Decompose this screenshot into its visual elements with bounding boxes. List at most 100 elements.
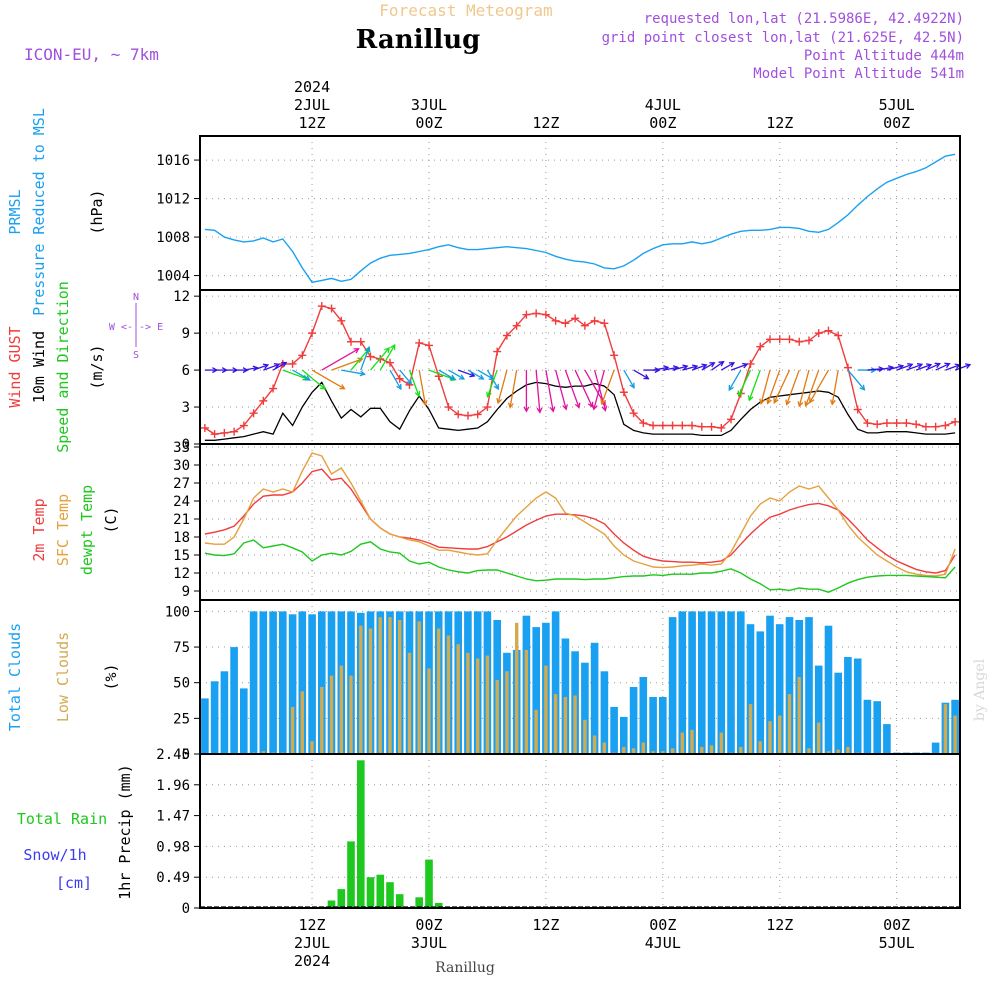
bar-total-clouds [561,638,570,754]
gust-marker [522,310,531,319]
wind-arrow-head [766,398,772,405]
y-tick-label: 0.49 [156,870,190,886]
wind-arrow-head [339,384,346,390]
bar-total-clouds [834,672,842,754]
y-tick-label: 6 [182,363,190,379]
gust-marker [804,336,813,345]
panel-wind: 0 3 6 9 12 Wind GUST 10m Wind Speed and Directi… [6,281,972,453]
y-tick-label: 25 [173,711,190,727]
bar-total-clouds [775,624,784,754]
bar-low-clouds [592,735,597,754]
y-tick-label: 1016 [156,153,190,169]
gust-marker [551,316,560,325]
y-tick-label: 0.98 [156,839,190,855]
bar-low-clouds [310,741,314,754]
wind-arrow [701,362,715,371]
gust-marker [600,319,609,328]
gust-marker [668,421,677,430]
bar-low-clouds [661,751,665,754]
wind-arrow-head [357,357,364,364]
wind-arrow-head [964,363,972,369]
wind-arrow [691,364,707,371]
wind-arrow [408,369,420,397]
compass-rose: NSW <-|-> E [109,292,163,361]
bar-total-clouds [678,611,687,754]
gust-marker [649,421,658,430]
time-label: 12Z [532,916,559,934]
requested-coords: requested lon,lat (21.5986E, 42.4922N) [644,11,964,27]
watermark: by Angel [972,658,988,721]
wind-arrow [760,369,771,404]
gust-marker [337,316,346,325]
wind-arrow-head [629,382,635,389]
wind-arrow-head [421,399,428,407]
gust-marker [824,326,833,335]
bar-total-rain [386,882,394,908]
gust-marker [912,420,921,429]
wind-arrow-head [709,362,716,368]
wind-arrow [535,370,541,413]
ylabel-sfc-temp: SFC Temp [54,494,72,566]
bar-low-clouds [836,749,840,754]
wind-arrow [360,347,370,371]
wind-arrow-head [944,362,951,369]
series-sfc-temp [204,452,956,577]
bar-total-clouds [240,688,248,754]
gust-marker [951,417,960,426]
bar-low-clouds [748,704,753,754]
bar-total-clouds [766,615,774,754]
wind-arrow [730,363,748,371]
bar-low-clouds [515,622,519,754]
wind-arrow [311,369,345,390]
bar-total-clouds [756,631,765,754]
y-tick-label: 1004 [156,269,190,285]
bar-total-clouds [737,611,745,754]
time-label: 00Z [649,114,676,132]
wind-arrow-head [273,363,281,369]
wind-arrow [545,369,554,412]
wind-arrow [486,369,498,397]
bar-total-clouds [785,617,794,754]
bar-low-clouds [709,745,714,754]
panel-precip: 0 0.49 0.98 1.47 1.96 2.45 Total Rain Snow/1h [c… [17,747,961,917]
wind-arrow [662,366,678,371]
wind-arrow-head [587,401,594,409]
wind-arrow-head [643,374,650,380]
wind-arrow-head [562,404,568,411]
unit-label-temperature: (C) [102,506,120,533]
bar-low-clouds [768,721,772,754]
bar-low-clouds [388,617,392,754]
gust-marker [580,321,589,330]
gust-marker [444,403,453,412]
bar-total-rain [357,760,365,908]
gust-marker [220,428,229,437]
wind-arrow [682,365,698,371]
time-label: 2024 [294,952,330,970]
bar-low-clouds [368,628,373,754]
series-prmsl [204,153,956,284]
wind-arrow [370,347,390,371]
wind-arrow [925,363,940,371]
y-tick-label: 1008 [156,230,190,246]
bar-total-clouds [288,614,297,754]
bar-low-clouds [953,715,957,754]
gust-marker [386,358,394,367]
footer-location: Ranillug [435,960,495,976]
bar-low-clouds [300,691,304,754]
wind-arrow-head [359,370,366,377]
series-2m-temp [204,468,956,574]
label-total-rain: Total Rain [17,810,107,828]
wind-arrow-head [691,364,699,371]
series-10m-wind [204,381,956,441]
wind-arrow [593,369,607,411]
bar-total-clouds [649,697,657,754]
bar-low-clouds [807,748,811,754]
bar-total-clouds [698,611,706,754]
wind-arrow-head [458,374,466,380]
time-label: 3JUL [411,96,447,114]
wind-arrow [321,348,359,371]
gust-marker [766,335,774,344]
wind-arrow-head [304,375,311,381]
